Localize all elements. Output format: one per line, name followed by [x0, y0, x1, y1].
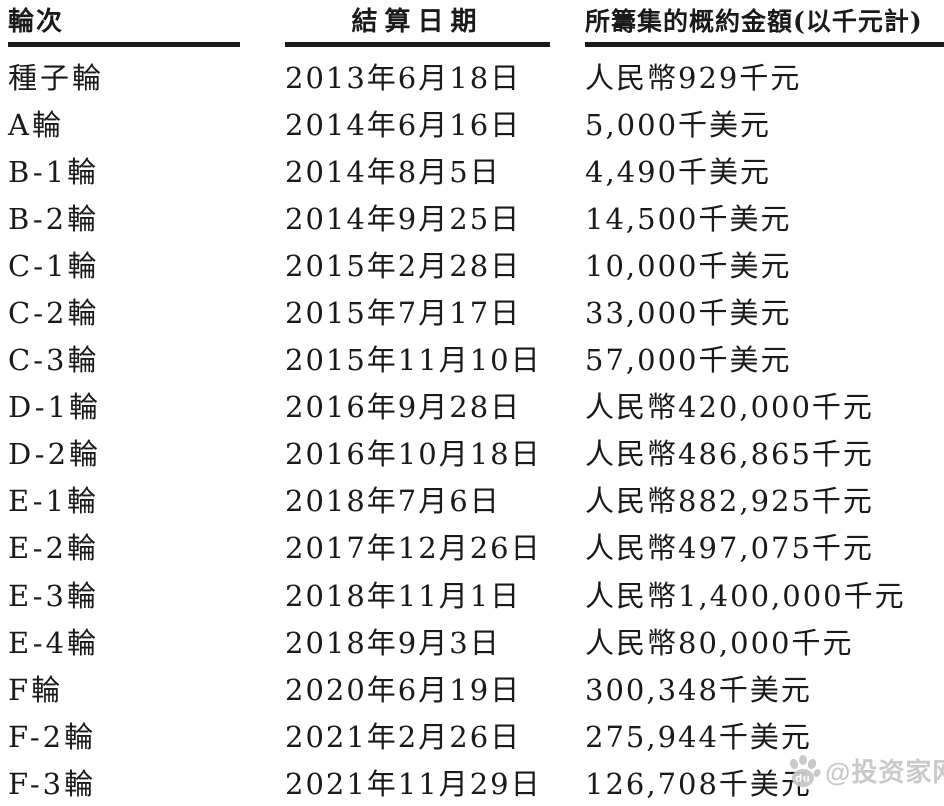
amount-cell: 人民幣929千元 [585, 60, 802, 95]
round-cell: B-1輪 [8, 154, 100, 189]
date-cell: 2013年6月18日 [285, 60, 522, 95]
date-cell: 2017年12月26日 [285, 531, 542, 566]
round-cell: D-1輪 [8, 390, 102, 425]
date-cell: 2018年7月6日 [285, 484, 501, 519]
date-cell: 2021年2月26日 [285, 719, 522, 754]
table-row: B-1輪 2014年8月5日 4,490千美元 [0, 146, 944, 193]
round-cell: C-1輪 [8, 248, 100, 283]
round-cell: 種子輪 [8, 60, 105, 95]
amount-cell: 10,000千美元 [585, 248, 792, 283]
date-cell: 2021年11月29日 [285, 766, 542, 801]
amount-cell: 300,348千美元 [585, 672, 812, 707]
watermark-text: @投资家网 [825, 757, 944, 787]
header-rule-round [8, 42, 240, 47]
table-row: F-2輪 2021年2月26日 275,944千美元 [0, 711, 944, 758]
round-cell: E-2輪 [8, 531, 99, 566]
header-cell-amount: 所籌集的概約金額(以千元計) [585, 0, 944, 52]
amount-cell: 57,000千美元 [585, 343, 792, 378]
table-header: 輪次 結算日期 所籌集的概約金額(以千元計) [0, 0, 944, 52]
table-row: E-1輪 2018年7月6日 人民幣882,925千元 [0, 476, 944, 523]
table-row: C-2輪 2015年7月17日 33,000千美元 [0, 287, 944, 334]
round-cell: E-3輪 [8, 578, 99, 613]
amount-cell: 人民幣486,865千元 [585, 437, 874, 472]
table-body: 種子輪 2013年6月18日 人民幣929千元 A輪 2014年6月16日 5,… [0, 52, 944, 806]
header-rule-date [285, 42, 550, 47]
date-cell: 2014年9月25日 [285, 201, 522, 236]
round-cell: D-2輪 [8, 437, 102, 472]
table-row: C-3輪 2015年11月10日 57,000千美元 [0, 335, 944, 382]
round-cell: E-4輪 [8, 625, 99, 660]
date-cell: 2015年11月10日 [285, 343, 542, 378]
date-cell: 2020年6月19日 [285, 672, 522, 707]
amount-cell: 人民幣882,925千元 [585, 484, 874, 519]
table-row: F輪 2020年6月19日 300,348千美元 [0, 664, 944, 711]
amount-cell: 126,708千美元 [585, 766, 812, 801]
date-cell: 2014年6月16日 [285, 107, 522, 142]
round-cell: F-3輪 [8, 766, 97, 801]
table-row: F-3輪 2021年11月29日 126,708千美元 [0, 758, 944, 805]
column-header-amount: 所籌集的概約金額(以千元計) [585, 7, 923, 36]
table-row: 種子輪 2013年6月18日 人民幣929千元 [0, 52, 944, 99]
date-cell: 2016年9月28日 [285, 390, 522, 425]
amount-cell: 33,000千美元 [585, 296, 792, 331]
amount-cell: 人民幣80,000千元 [585, 625, 854, 660]
round-cell: B-2輪 [8, 201, 100, 236]
date-cell: 2015年2月28日 [285, 248, 522, 283]
header-cell-round: 輪次 [8, 0, 285, 52]
amount-cell: 4,490千美元 [585, 154, 772, 189]
round-cell: A輪 [8, 107, 64, 142]
column-header-date: 結算日期 [351, 7, 484, 37]
round-cell: E-1輪 [8, 484, 99, 519]
date-cell: 2016年10月18日 [285, 437, 542, 472]
header-cell-date: 結算日期 [285, 0, 585, 52]
date-cell: 2015年7月17日 [285, 296, 522, 331]
amount-cell: 人民幣497,075千元 [585, 531, 874, 566]
date-cell: 2014年8月5日 [285, 154, 501, 189]
table-row: D-1輪 2016年9月28日 人民幣420,000千元 [0, 382, 944, 429]
amount-cell: 人民幣420,000千元 [585, 390, 874, 425]
paw-icon-text: du [795, 773, 810, 785]
amount-cell: 5,000千美元 [585, 107, 772, 142]
table-row: E-4輪 2018年9月3日 人民幣80,000千元 [0, 617, 944, 664]
table-row: E-3輪 2018年11月1日 人民幣1,400,000千元 [0, 570, 944, 617]
amount-cell: 14,500千美元 [585, 201, 792, 236]
header-rule-amount [585, 42, 944, 47]
table-row: B-2輪 2014年9月25日 14,500千美元 [0, 193, 944, 240]
watermark: du @投资家网 [786, 752, 944, 789]
column-header-round: 輪次 [8, 7, 65, 37]
table-row: E-2輪 2017年12月26日 人民幣497,075千元 [0, 523, 944, 570]
amount-cell: 人民幣1,400,000千元 [585, 578, 906, 613]
round-cell: F輪 [8, 672, 64, 707]
amount-cell: 275,944千美元 [585, 719, 812, 754]
table-row: D-2輪 2016年10月18日 人民幣486,865千元 [0, 429, 944, 476]
date-cell: 2018年9月3日 [285, 625, 501, 660]
round-cell: F-2輪 [8, 719, 97, 754]
round-cell: C-2輪 [8, 296, 100, 331]
table-row: C-1輪 2015年2月28日 10,000千美元 [0, 240, 944, 287]
table-row: A輪 2014年6月16日 5,000千美元 [0, 99, 944, 146]
round-cell: C-3輪 [8, 343, 100, 378]
date-cell: 2018年11月1日 [285, 578, 522, 613]
paw-icon: du [789, 754, 821, 787]
